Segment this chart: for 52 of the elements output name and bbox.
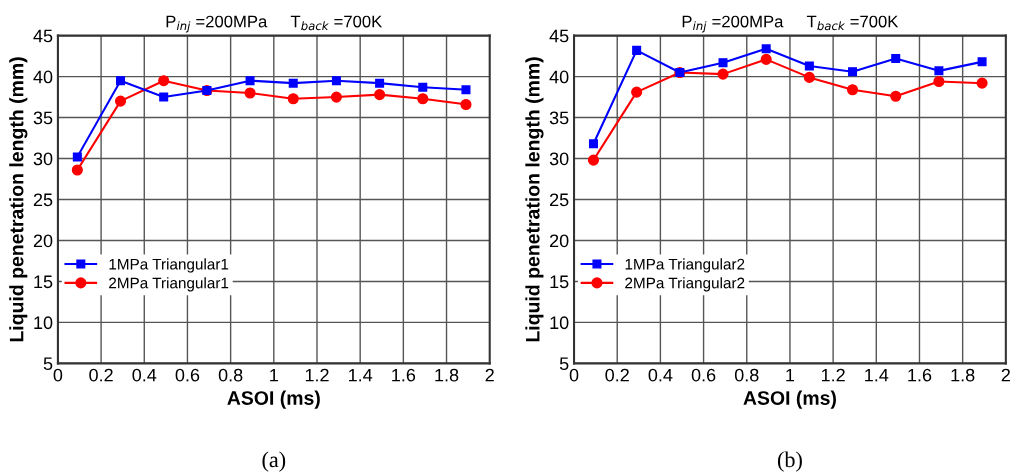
- x-tick-label: 0.6: [175, 368, 200, 382]
- x-tick-label: 2: [1001, 368, 1010, 382]
- y-tick-label: 40: [33, 70, 53, 84]
- x-tick-label: 1.4: [349, 368, 373, 382]
- y-tick-label: 40: [549, 70, 569, 84]
- chart-title: P$_{inj}$ =200MPa T$_{back}$ =700K: [166, 15, 383, 33]
- chart-title: P$_{inj}$ =200MPa T$_{back}$ =700K: [682, 15, 899, 33]
- x-tick-label: 0.4: [648, 368, 673, 382]
- x-tick-label: 0.8: [218, 368, 243, 382]
- y-tick-label: 20: [550, 234, 569, 248]
- legend-label: 2MPa Triangular1: [109, 277, 229, 292]
- y-tick-label: 15: [34, 275, 53, 289]
- x-tick-label: 1.2: [305, 368, 329, 382]
- x-tick-label: 0: [53, 368, 63, 382]
- y-tick-label: 30: [549, 152, 569, 166]
- x-tick-label: 1.6: [908, 368, 932, 382]
- y-tick-label: 45: [549, 29, 569, 43]
- y-tick-label: 35: [33, 111, 53, 125]
- y-tick-label: 30: [33, 152, 53, 166]
- x-tick-label: 0: [569, 368, 579, 382]
- y-tick-label: 5: [559, 357, 569, 371]
- y-tick-label: 45: [33, 29, 53, 43]
- text: (b): [777, 451, 802, 472]
- x-tick-label: 0.8: [734, 368, 759, 382]
- y-tick-label: 35: [549, 111, 569, 125]
- x-axis-title: ASOI (ms): [227, 390, 320, 409]
- x-tick-label: 0.2: [605, 368, 629, 382]
- y-tick-label: 25: [33, 193, 53, 207]
- x-tick-label: 1.6: [392, 368, 416, 382]
- y-axis-title: Liquid penetration length (mm): [9, 57, 28, 342]
- x-tick-label: 1.8: [951, 368, 975, 382]
- x-tick-label: 0.6: [691, 368, 716, 382]
- y-tick-label: 10: [34, 316, 53, 330]
- legend-label: 2MPa Triangular2: [625, 277, 745, 292]
- x-tick-label: 2: [485, 368, 494, 382]
- x-tick-label: 1: [270, 368, 278, 382]
- y-tick-label: 15: [550, 275, 569, 289]
- x-tick-label: 1: [786, 368, 795, 382]
- x-tick-label: 0.4: [132, 368, 157, 382]
- y-axis-title: Liquid penetration length (mm): [525, 57, 544, 342]
- x-tick-label: 1.8: [435, 368, 459, 382]
- legend-label: 1MPa Triangular2: [625, 258, 745, 273]
- x-tick-label: 1.4: [865, 368, 889, 382]
- legend-label: 1MPa Triangular1: [109, 258, 229, 273]
- y-tick-label: 25: [550, 193, 569, 207]
- y-tick-label: 10: [550, 316, 569, 330]
- x-tick-label: 0.2: [89, 368, 113, 382]
- y-tick-label: 20: [33, 234, 53, 248]
- x-tick-label: 1.2: [821, 368, 845, 382]
- text: (a): [262, 451, 286, 472]
- y-tick-label: 5: [43, 357, 53, 371]
- x-axis-title: ASOI (ms): [743, 390, 836, 409]
